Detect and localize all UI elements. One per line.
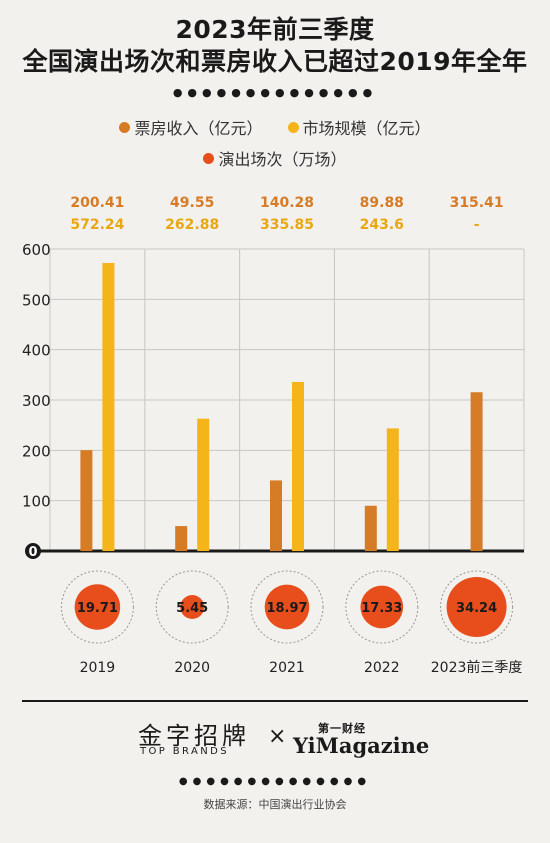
top-label-market-size: 243.6 <box>360 217 404 233</box>
bubble-shows <box>360 585 404 629</box>
x-category-label: 2023前三季度 <box>431 659 523 676</box>
bubble-outline <box>345 570 419 644</box>
bar-market-size <box>386 428 399 551</box>
chart-title-line1: 2023年前三季度 <box>175 15 375 44</box>
legend-row-1: 票房收入（亿元） 市场规模（亿元） <box>0 115 550 139</box>
bar-market-size <box>197 418 210 551</box>
brand-top-brands-en: TOP BRANDS <box>140 746 229 757</box>
bubble-value-label: 19.71 <box>77 601 118 616</box>
chart-title-line2: 全国演出场次和票房收入已超过2019年全年 <box>22 47 528 76</box>
legend-swatch-box-office <box>119 122 131 133</box>
top-label-box-office: 140.28 <box>260 195 314 211</box>
legend-item-box-office: 票房收入（亿元） <box>119 115 262 139</box>
bubble-outline <box>155 570 229 644</box>
title-divider-dots: ●●●●●●●●●●●●●● <box>172 86 378 99</box>
chart-svg: 100 200 300 400 500 600 0 200.41 572.24 19.71 2019… <box>22 195 525 676</box>
x-category-label: 2019 <box>80 660 116 676</box>
bar-box-office <box>80 450 93 551</box>
top-label-box-office: 200.41 <box>70 195 124 211</box>
top-label-market-size: 262.88 <box>165 217 219 233</box>
legend-label-market-size: 市场规模（亿元） <box>302 119 431 138</box>
legend-row-2: 演出场次（万场） <box>0 146 550 170</box>
legend-label-box-office: 票房收入（亿元） <box>134 119 263 138</box>
bubble-shows <box>180 595 205 619</box>
x-category-label: 2022 <box>364 660 400 676</box>
bar-box-office <box>175 526 188 551</box>
legend-label-shows: 演出场次（万场） <box>218 150 347 169</box>
legend-item-shows: 演出场次（万场） <box>203 146 347 170</box>
bar-market-size <box>102 262 115 551</box>
bubble-value-label: 17.33 <box>361 601 402 616</box>
top-label-box-office: 315.41 <box>450 195 504 211</box>
top-label-market-size: 335.85 <box>260 217 314 233</box>
bubble-value-label: 18.97 <box>266 601 307 616</box>
bar-box-office <box>270 480 282 551</box>
bar-box-office <box>364 505 377 551</box>
x-category-label: 2020 <box>174 660 210 676</box>
brand-cross: × <box>268 724 287 749</box>
legend-swatch-market-size <box>287 122 299 133</box>
top-label-market-size: 572.24 <box>70 217 124 233</box>
bubble-value-label: 34.24 <box>456 601 497 616</box>
source-note: 数据来源：中国演出行业协会 <box>203 798 347 811</box>
bar-box-office <box>470 392 483 551</box>
bar-market-size <box>292 381 304 551</box>
legend-swatch-shows <box>203 153 215 164</box>
bubble-outline <box>440 570 514 644</box>
legend-item-market-size: 市场规模（亿元） <box>287 115 431 139</box>
brand-yimagazine-cn: 第一财经 <box>318 722 366 735</box>
brand-top-brands-logo: 金字招牌 <box>138 722 250 750</box>
footer-divider <box>22 700 528 702</box>
footer-divider-dots: ●●●●●●●●●●●●●● <box>178 776 372 787</box>
bubble-outline <box>60 570 134 644</box>
bubble-shows <box>74 584 121 630</box>
bubble-shows <box>264 584 310 630</box>
top-label-market-size: - <box>474 217 480 233</box>
y-tick-label: 200 <box>22 442 51 460</box>
bubble-shows <box>446 577 507 637</box>
top-label-box-office: 49.55 <box>170 195 214 211</box>
zero-marker <box>25 543 41 559</box>
bubble-value-label: 5.45 <box>176 601 208 616</box>
zero-label: 0 <box>28 545 37 560</box>
y-tick-label: 300 <box>22 392 51 410</box>
bubble-outline <box>250 570 324 644</box>
y-tick-label: 500 <box>22 291 51 309</box>
y-tick-label: 400 <box>22 342 51 360</box>
top-label-box-office: 89.88 <box>360 195 404 211</box>
x-category-label: 2021 <box>269 660 305 676</box>
y-tick-label: 600 <box>22 241 51 259</box>
brand-yimagazine-logo: YiMagazine <box>293 733 430 758</box>
y-tick-label: 100 <box>22 493 51 511</box>
